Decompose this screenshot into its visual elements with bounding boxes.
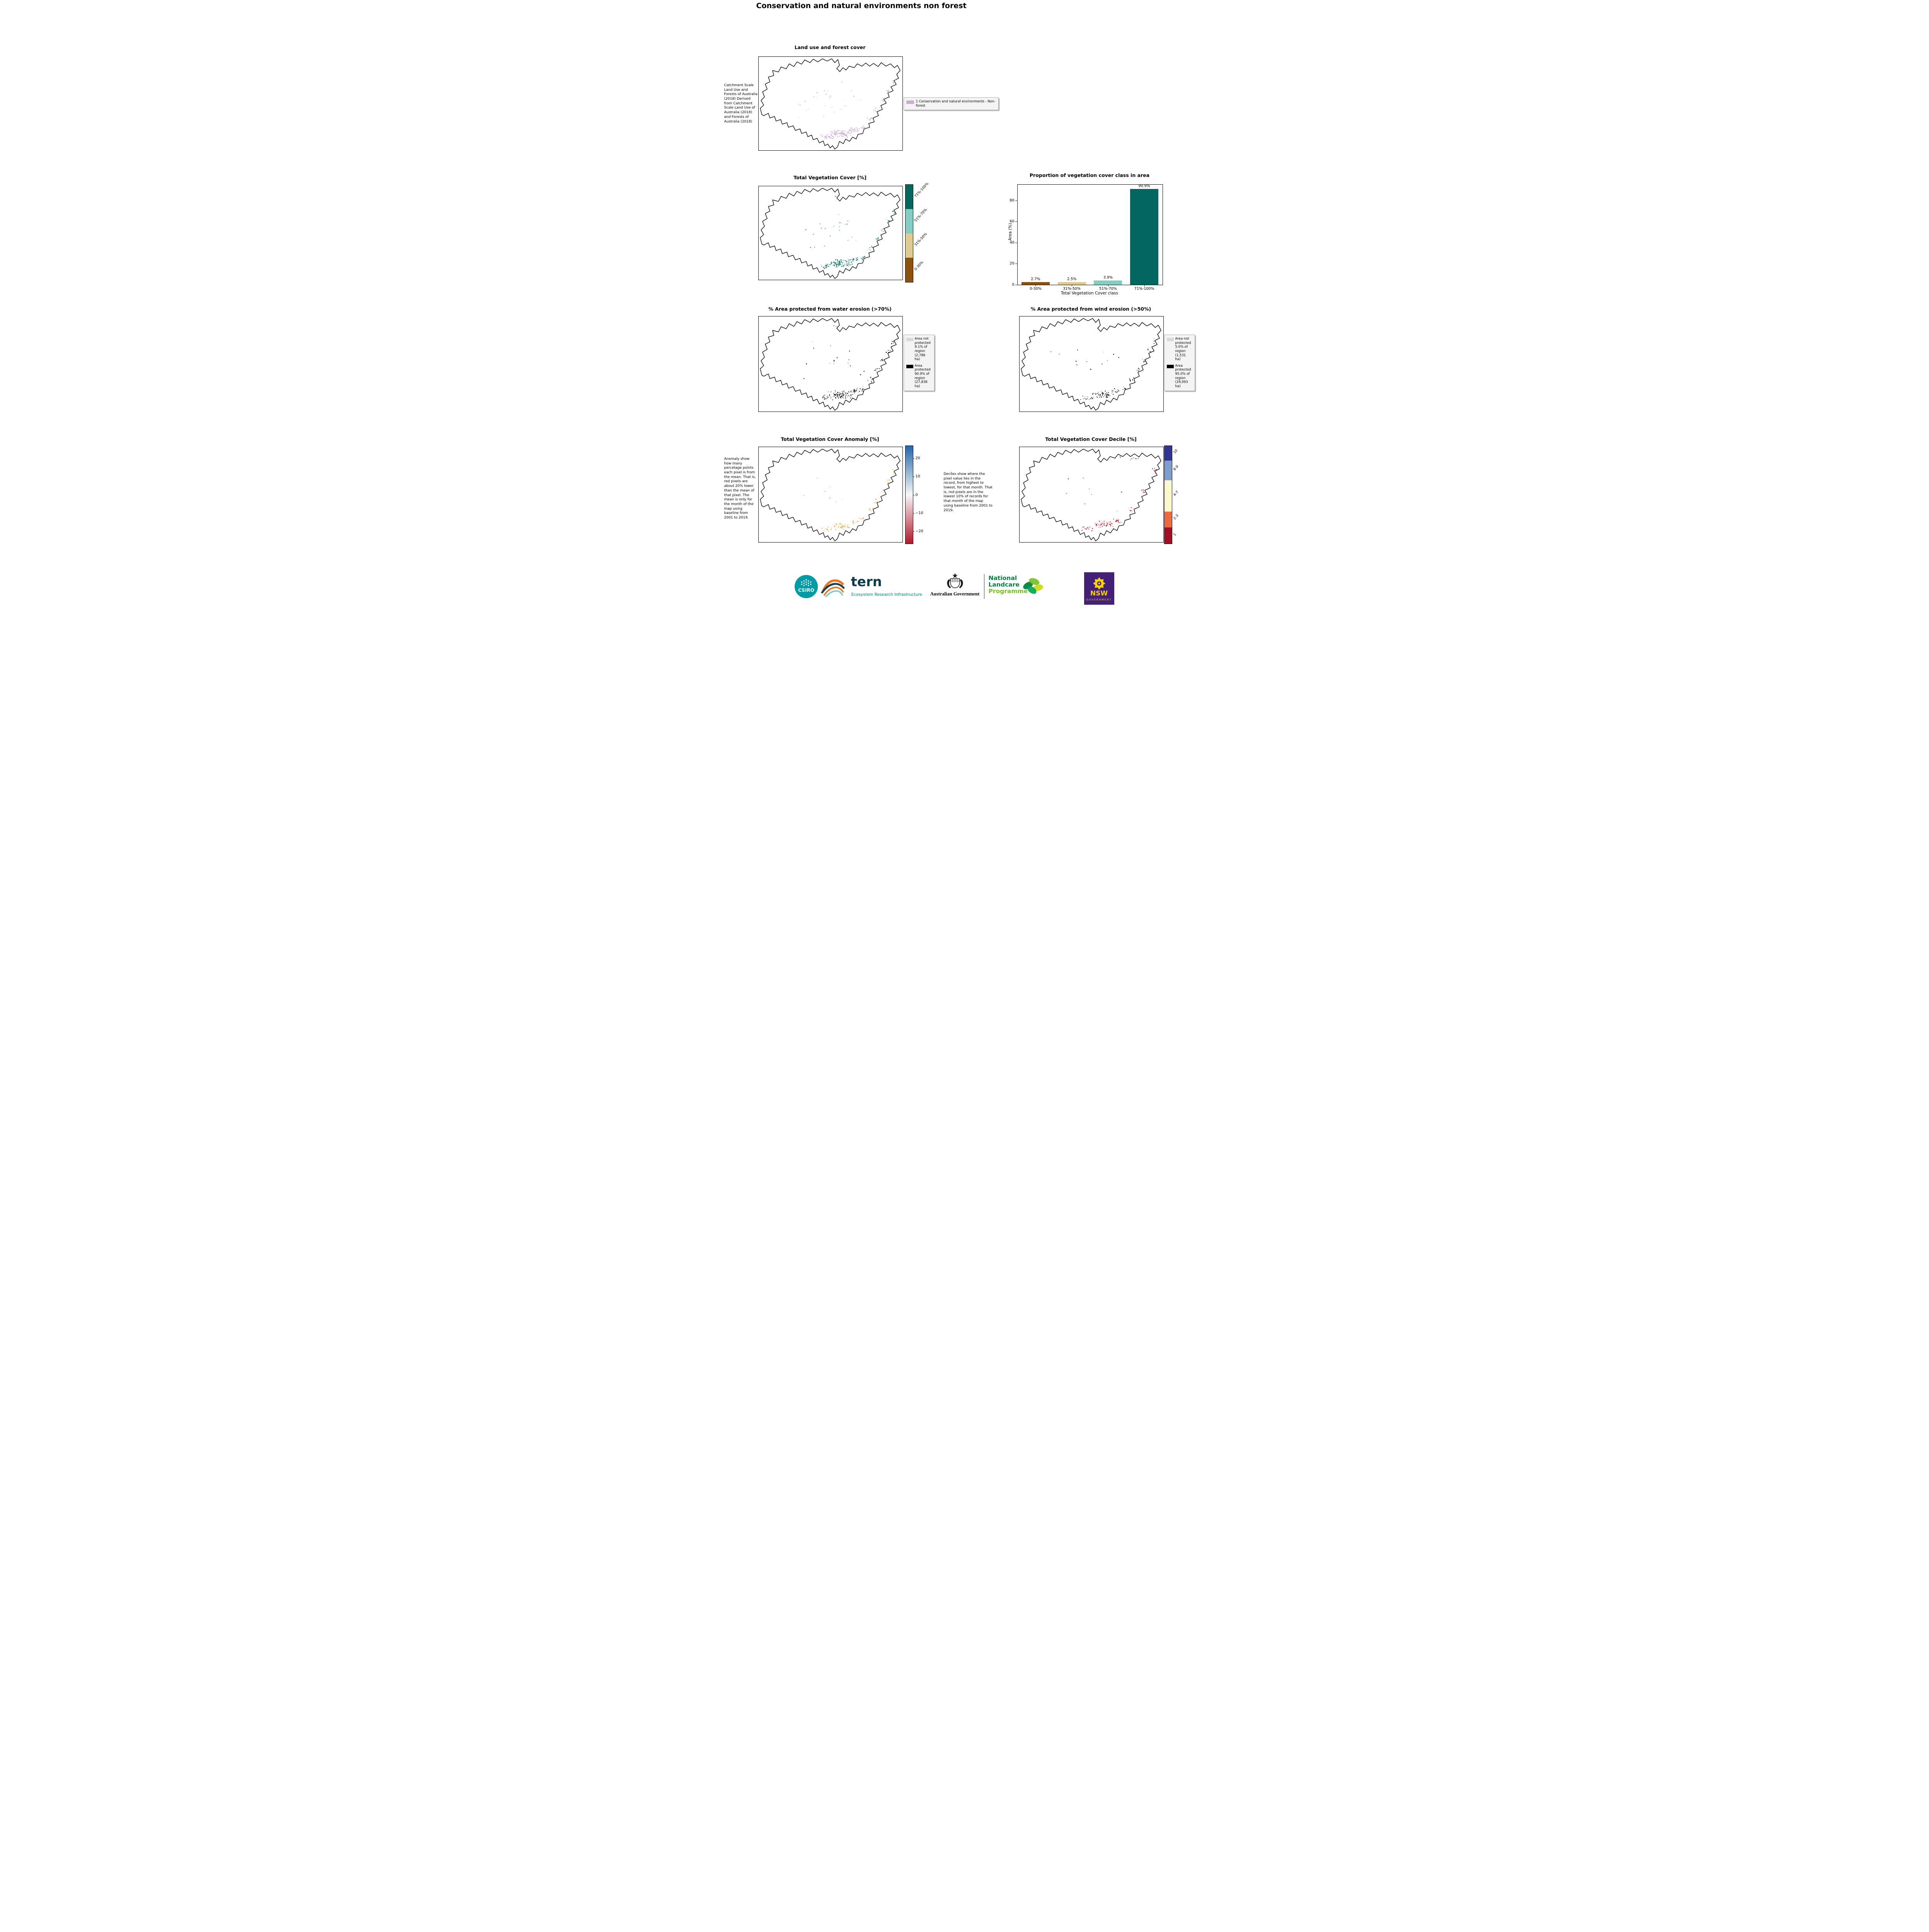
- veg-cover-colorbar: 71%-100% 51%-70% 31%-50% 0-30%: [905, 182, 930, 282]
- tern-tagline: Ecosystem Research Infrastructure: [851, 592, 922, 597]
- wind-erosion-pixels: [1050, 324, 1156, 400]
- decile-note: Deciles show where the pixel value lies …: [943, 472, 993, 512]
- bar-chart-y-axis-label: Area (%): [1008, 223, 1013, 241]
- tern-logo: tern: [851, 574, 882, 590]
- water-erosion-title: % Area protected from water erosion (>70…: [768, 306, 892, 312]
- y-tick-label: 20: [1010, 261, 1015, 266]
- protected-label: Area protected 90.9% of region (27,838 h…: [914, 364, 931, 388]
- australian-government-crest: [947, 573, 963, 588]
- bar-value-label: 2.7%: [1031, 277, 1040, 281]
- land-use-pixels: [798, 65, 897, 139]
- anomaly-colorbar: 20 10 0 −10 −20: [905, 446, 923, 544]
- bar-value-label: 3.9%: [1103, 276, 1113, 280]
- land-use-map: [758, 56, 903, 151]
- protected-swatch: [1166, 364, 1174, 368]
- landcare-leaves-icon: [1023, 578, 1043, 594]
- y-tick-label: 0: [1012, 282, 1015, 287]
- y-tick-label: 80: [1010, 198, 1015, 203]
- australian-government-label: Australian Government: [930, 591, 980, 597]
- bar-31%-50%: [1057, 282, 1086, 285]
- x-tick-label: 51%-70%: [1099, 287, 1117, 291]
- y-tick-label: 40: [1010, 240, 1015, 245]
- not-protected-label: Area not protected 5.0% of region (1,531…: [1175, 337, 1191, 362]
- wind-erosion-legend: Area not protected 5.0% of region (1,531…: [1164, 335, 1195, 391]
- decile-title: Total Vegetation Cover Decile [%]: [1045, 436, 1137, 442]
- nsw-government-logo: NSW GOVERNMENT: [1084, 572, 1114, 605]
- bar-value-label: 2.5%: [1067, 277, 1077, 282]
- anomaly-title: Total Vegetation Cover Anomaly [%]: [781, 436, 879, 442]
- catchment-outline: [759, 58, 901, 150]
- veg-cover-title: Total Vegetation Cover [%]: [793, 175, 867, 180]
- catchment-outline: [759, 318, 901, 411]
- page-title: Conservation and natural environments no…: [756, 2, 967, 10]
- wind-erosion-map: [1019, 316, 1164, 412]
- report-page: Conservation and natural environments no…: [723, 0, 1206, 618]
- bar-71%-100%: [1130, 189, 1159, 285]
- landcare-logo: National Landcare Programme: [989, 575, 1028, 595]
- legend-entry: Area not protected 9.1% of region (2,786…: [906, 337, 932, 362]
- x-tick-label: 31%-50%: [1063, 287, 1081, 291]
- landcare-line3: Programme: [988, 588, 1028, 595]
- catchment-outline: [759, 188, 901, 279]
- anomaly-pixels: [803, 469, 895, 532]
- landcare-line1: National: [988, 575, 1017, 582]
- land-use-legend-label: 1 Conservation and natural environments …: [916, 100, 996, 108]
- land-use-legend: 1 Conservation and natural environments …: [903, 97, 999, 111]
- anomaly-note: Anomaly show how many percetage points e…: [724, 457, 756, 520]
- x-tick-label: 71%-100%: [1134, 287, 1154, 291]
- decile-map: [1019, 447, 1164, 543]
- land-use-title: Land use and forest cover: [794, 44, 866, 50]
- nsw-government-label: GOVERNMENT: [1086, 598, 1112, 601]
- csiro-logo: CSIRO: [794, 575, 818, 599]
- csiro-dot-pattern: [801, 579, 811, 586]
- nsw-label: NSW: [1090, 590, 1108, 597]
- decile-colorbar: 10 8-9 4-7 2-3 1: [1164, 446, 1179, 544]
- water-erosion-pixels: [803, 325, 897, 400]
- wind-erosion-title: % Area protected from wind erosion (>50%…: [1030, 306, 1151, 312]
- water-erosion-map: [758, 316, 903, 412]
- catchment-outline: [759, 449, 901, 541]
- landcare-line2: Landcare: [988, 581, 1020, 588]
- anomaly-map: [758, 447, 903, 543]
- catchment-outline: [1020, 318, 1161, 411]
- veg-cover-map: [758, 186, 903, 280]
- y-tick-label: 60: [1010, 219, 1015, 224]
- legend-entry: Area protected 95.0% of region (29,093 h…: [1166, 364, 1192, 389]
- bar-chart-x-axis-label: Total Vegetation Cover class: [1061, 291, 1118, 296]
- protected-swatch: [906, 364, 913, 368]
- bar-chart-title: Proportion of vegetation cover class in …: [1029, 172, 1150, 178]
- indigenous-artwork: [821, 579, 845, 598]
- legend-entry: Area not protected 5.0% of region (1,531…: [1166, 337, 1192, 362]
- vegetation-cover-bar-chart: 2.7% 0-30% 2.5% 31%-50% 3.9% 51%-70% 90.9% 71%-…: [1010, 184, 1163, 291]
- not-protected-swatch: [1166, 338, 1174, 341]
- waratah-icon: [1093, 577, 1105, 590]
- not-protected-label: Area not protected 9.1% of region (2,786…: [914, 337, 931, 362]
- csiro-label: CSIRO: [798, 588, 814, 593]
- legend-entry: Area protected 90.9% of region (27,838 h…: [906, 364, 932, 389]
- not-protected-swatch: [906, 338, 913, 341]
- protected-label: Area protected 95.0% of region (29,093 h…: [1175, 364, 1191, 388]
- bar-0-30%: [1021, 282, 1050, 285]
- catchment-outline: [1020, 449, 1161, 541]
- australian-government-logo: Australian Government: [926, 572, 984, 597]
- x-tick-label: 0-30%: [1030, 287, 1042, 291]
- land-use-legend-swatch: [906, 100, 914, 104]
- veg-cover-pixels: [805, 194, 896, 269]
- water-erosion-legend: Area not protected 9.1% of region (2,786…: [903, 335, 935, 391]
- bar-value-label: 90.9%: [1138, 184, 1150, 189]
- land-use-note: Catchment Scale Land Use and Forests of …: [724, 83, 758, 124]
- bar-51%-70%: [1094, 281, 1122, 285]
